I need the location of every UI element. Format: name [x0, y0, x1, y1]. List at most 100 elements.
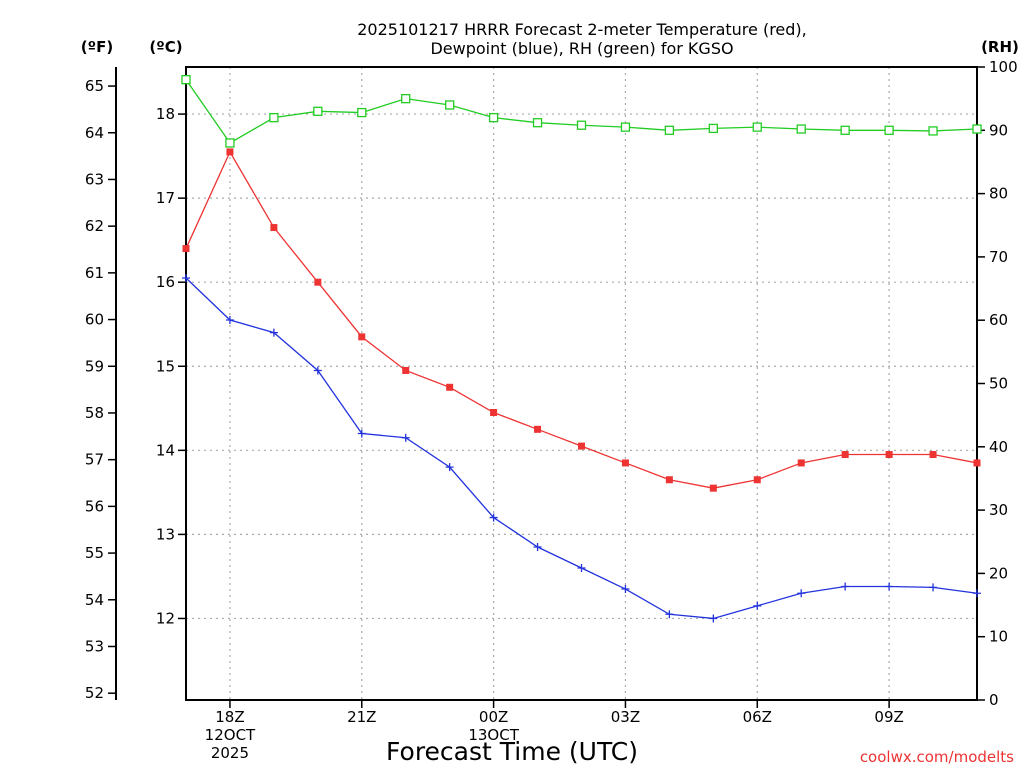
x-tick-label: 06Z: [743, 708, 772, 726]
x-tick-label: 03Z: [611, 708, 640, 726]
temperature-point: [314, 278, 322, 286]
rh-point: [840, 125, 850, 135]
rh-point: [928, 126, 938, 136]
temperature-point: [841, 451, 849, 459]
rh-tick-label: 50: [989, 375, 1008, 393]
dewpoint-point: [182, 274, 190, 282]
temperature-point: [973, 459, 981, 467]
dewpoint-point: [269, 328, 278, 337]
rh-point: [664, 125, 675, 135]
dewpoint-point: [533, 543, 542, 552]
rh-tick-label: 0: [989, 691, 999, 709]
rh-point: [796, 124, 806, 134]
dewpoint-point: [709, 614, 718, 623]
x-tick-label: 12OCT: [205, 726, 256, 744]
rh-point: [445, 100, 455, 110]
fahrenheit-tick-label: 60: [85, 311, 104, 329]
rh-point: [620, 122, 631, 132]
rh-point: [488, 112, 499, 123]
grid: [186, 67, 977, 700]
data-series: [181, 75, 982, 623]
rh-tick-label: 30: [989, 501, 1008, 519]
watermark: coolwx.com/modelts: [860, 748, 1014, 766]
x-tick-label: 00Z: [479, 708, 508, 726]
x-tick-label: 2025: [211, 744, 249, 762]
rh-point: [576, 120, 587, 130]
fahrenheit-tick-label: 52: [85, 684, 104, 702]
temperature-point: [226, 148, 234, 156]
celsius-unit-label: (ºC): [149, 38, 182, 56]
rh-point: [752, 122, 762, 132]
rh-point: [357, 107, 367, 118]
rh-tick-label: 80: [989, 185, 1008, 203]
dewpoint-point: [841, 582, 850, 591]
rh-point: [884, 125, 894, 135]
rh-point: [313, 106, 323, 116]
fahrenheit-tick-label: 61: [85, 264, 104, 282]
celsius-tick-label: 13: [156, 525, 175, 543]
dewpoint-point: [885, 582, 894, 591]
fahrenheit-tick-label: 59: [85, 357, 104, 375]
celsius-tick-label: 14: [156, 441, 175, 459]
temperature-point: [621, 459, 629, 467]
rh-point: [532, 118, 543, 128]
fahrenheit-tick-label: 53: [85, 637, 104, 655]
celsius-tick-label: 16: [156, 273, 175, 291]
celsius-tick-label: 15: [156, 357, 175, 375]
temperature-point: [885, 451, 893, 459]
temperature-point: [534, 425, 542, 433]
rh-tick-label: 40: [989, 438, 1008, 456]
dewpoint-series: [182, 274, 981, 623]
fahrenheit-tick-label: 65: [85, 77, 104, 95]
temperature-point: [358, 333, 366, 341]
rh-unit-label: (RH): [981, 38, 1019, 56]
dewpoint-point: [313, 366, 322, 375]
temperature-point: [709, 484, 717, 492]
dewpoint-point: [665, 610, 674, 619]
dewpoint-point: [489, 513, 498, 522]
fahrenheit-tick-label: 54: [85, 591, 104, 609]
temperature-point: [929, 451, 937, 459]
fahrenheit-tick-label: 55: [85, 544, 104, 562]
chart-title-line-1: 2025101217 HRRR Forecast 2-meter Tempera…: [357, 20, 807, 39]
dewpoint-point: [225, 316, 234, 325]
temperature-point: [182, 245, 190, 253]
rh-tick-label: 70: [989, 248, 1008, 266]
dewpoint-point: [445, 463, 454, 472]
x-tick-label: 09Z: [874, 708, 903, 726]
temperature-point: [665, 476, 673, 484]
rh-line: [185, 79, 978, 144]
fahrenheit-unit-label: (ºF): [81, 38, 113, 56]
chart-title-line-2: Dewpoint (blue), RH (green) for KGSO: [430, 39, 733, 58]
temperature-point: [578, 442, 585, 450]
fahrenheit-tick-label: 63: [85, 170, 104, 188]
x-axis-label: Forecast Time (UTC): [386, 737, 638, 766]
dewpoint-point: [357, 429, 366, 438]
axes: 52 53 54 55 56 57 58 59 60 61 62 63 64 65 12 13 14 15 16 17…: [85, 58, 1018, 762]
dewpoint-point: [621, 585, 630, 594]
rh-point: [972, 124, 982, 134]
celsius-tick-label: 18: [156, 105, 175, 123]
temperature-point: [753, 476, 761, 484]
dewpoint-point: [577, 564, 586, 573]
x-tick-label: 13OCT: [468, 726, 519, 744]
plot-frame: [185, 66, 978, 701]
rh-tick-label: 60: [989, 311, 1008, 329]
rh-point: [181, 75, 191, 85]
rh-tick-label: 10: [989, 628, 1008, 646]
fahrenheit-tick-label: 64: [85, 124, 104, 142]
dewpoint-point: [973, 589, 981, 598]
temperature-line: [185, 150, 978, 489]
rh-series: [181, 75, 982, 148]
fahrenheit-tick-label: 56: [85, 497, 104, 515]
temperature-point: [797, 459, 805, 467]
fahrenheit-tick-label: 58: [85, 404, 104, 422]
rh-point: [269, 112, 279, 123]
temperature-point: [446, 383, 454, 391]
celsius-tick-label: 17: [156, 189, 175, 207]
dewpoint-point: [401, 433, 410, 442]
temperature-point: [270, 224, 278, 232]
dewpoint-point: [797, 589, 806, 598]
dewpoint-point: [929, 583, 938, 592]
